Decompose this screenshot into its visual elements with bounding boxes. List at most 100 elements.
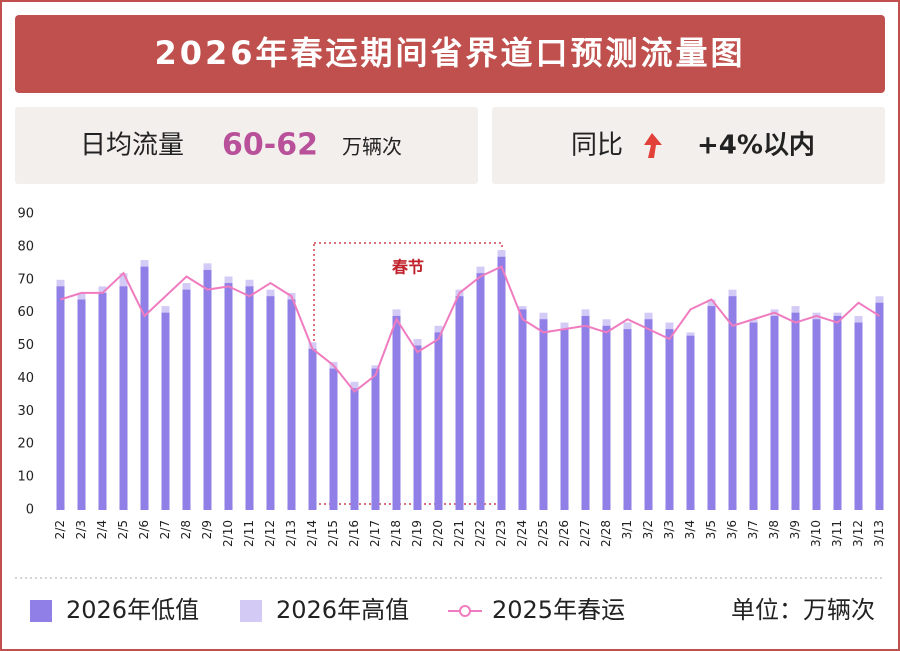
bar	[686, 335, 695, 510]
summary-label: 同比	[571, 131, 623, 161]
x-tick-label: 2/5	[116, 520, 130, 539]
bar	[728, 296, 737, 510]
x-tick-label: 2/23	[494, 520, 508, 547]
x-tick-label: 3/3	[662, 520, 676, 539]
y-tick-label: 90	[17, 207, 34, 222]
x-tick-label: 2/27	[578, 520, 592, 547]
up-arrow	[644, 133, 662, 158]
x-tick-label: 3/4	[683, 520, 697, 539]
legend-marker	[459, 605, 471, 617]
summary-value: 60-62	[222, 128, 318, 163]
x-tick-label: 2/13	[284, 520, 298, 547]
legend-swatch	[240, 600, 262, 622]
x-tick-label: 2/3	[74, 520, 88, 539]
x-tick-label: 2/6	[137, 520, 151, 539]
x-tick-label: 3/5	[704, 520, 718, 539]
x-tick-label: 3/1	[620, 520, 634, 539]
bar	[266, 296, 275, 510]
x-tick-label: 3/9	[788, 520, 802, 539]
x-tick-label: 2/9	[200, 520, 214, 539]
x-tick-label: 2/22	[473, 520, 487, 547]
x-tick-label: 3/12	[851, 520, 865, 547]
summary-value: +4%以内	[697, 131, 815, 161]
bar	[287, 299, 296, 510]
bar	[875, 302, 884, 510]
bar	[350, 388, 359, 510]
x-tick-label: 3/2	[641, 520, 655, 539]
legend-label: 2026年低值	[66, 596, 199, 624]
bar	[644, 319, 653, 510]
bar	[161, 312, 170, 510]
bar	[791, 312, 800, 510]
x-tick-label: 3/13	[872, 520, 886, 547]
bar	[497, 256, 506, 510]
y-tick-label: 60	[17, 305, 34, 320]
x-tick-label: 3/8	[767, 520, 781, 539]
x-tick-label: 2/10	[221, 520, 235, 547]
bar	[581, 315, 590, 510]
x-tick-label: 2/17	[368, 520, 382, 547]
bar	[455, 296, 464, 510]
bar	[245, 286, 254, 510]
y-tick-label: 30	[17, 404, 34, 419]
legend-swatch	[30, 600, 52, 622]
bar	[602, 325, 611, 510]
bar	[518, 309, 527, 510]
y-tick-label: 40	[17, 371, 34, 386]
bar	[854, 322, 863, 510]
panel	[15, 107, 478, 184]
bar	[434, 332, 443, 510]
y-tick-label: 10	[17, 470, 34, 485]
bar	[392, 315, 401, 510]
bar	[119, 286, 128, 510]
x-tick-label: 2/7	[158, 520, 172, 539]
x-tick-label: 2/8	[179, 520, 193, 539]
y-tick-label: 70	[17, 272, 34, 287]
bar	[413, 345, 422, 510]
annotation: 春节	[391, 258, 424, 277]
x-tick-label: 2/11	[242, 520, 256, 547]
x-tick-label: 2/18	[389, 520, 403, 547]
bar	[56, 286, 65, 510]
chart-title: 2026年春运期间省界道口预测流量图	[154, 34, 745, 72]
bar	[833, 315, 842, 510]
bar	[203, 269, 212, 510]
bar	[560, 329, 569, 510]
x-tick-label: 2/24	[515, 520, 529, 547]
bar	[770, 315, 779, 510]
bar	[623, 329, 632, 510]
x-tick-label: 3/10	[809, 520, 823, 547]
bar	[707, 306, 716, 510]
x-tick-label: 2/14	[305, 520, 319, 547]
bar	[371, 368, 380, 510]
x-tick-label: 2/19	[410, 520, 424, 547]
bar	[665, 329, 674, 510]
y-tick-label: 80	[17, 239, 34, 254]
bar	[539, 319, 548, 510]
x-tick-label: 2/2	[53, 520, 67, 539]
x-tick-label: 3/6	[725, 520, 739, 539]
x-tick-label: 2/4	[95, 520, 109, 539]
line	[60, 265, 881, 393]
bar	[749, 322, 758, 510]
x-tick-label: 2/15	[326, 520, 340, 547]
summary-unit: 万辆次	[342, 135, 402, 159]
x-tick-label: 2/26	[557, 520, 571, 547]
bar	[182, 289, 191, 510]
x-tick-label: 3/7	[746, 520, 760, 539]
x-tick-label: 2/28	[599, 520, 613, 547]
x-tick-label: 3/11	[830, 520, 844, 547]
x-tick-label: 2/25	[536, 520, 550, 547]
bar	[140, 266, 149, 510]
unit-label: 单位：万辆次	[731, 596, 875, 624]
bar	[98, 292, 107, 510]
legend-label: 2025年春运	[492, 596, 625, 624]
x-tick-label: 2/21	[452, 520, 466, 547]
x-tick-label: 2/16	[347, 520, 361, 547]
bar	[476, 273, 485, 510]
y-tick-label: 50	[17, 338, 34, 353]
x-tick-label: 2/20	[431, 520, 445, 547]
x-tick-label: 2/12	[263, 520, 277, 547]
